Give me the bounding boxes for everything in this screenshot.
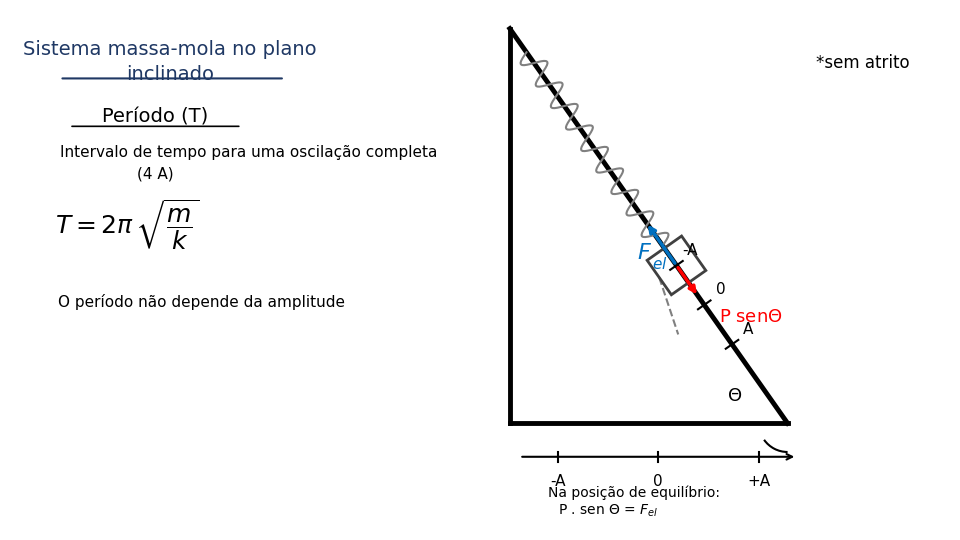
Text: Sistema massa-mola no plano
inclinado: Sistema massa-mola no plano inclinado xyxy=(23,40,317,84)
Text: Na posição de equilíbrio:: Na posição de equilíbrio: xyxy=(548,485,720,500)
Text: 0: 0 xyxy=(654,474,663,489)
Text: A: A xyxy=(743,322,754,337)
Text: P sen$\Theta$: P sen$\Theta$ xyxy=(719,308,782,327)
Text: $F$: $F$ xyxy=(636,243,652,263)
Text: (4 A): (4 A) xyxy=(137,166,174,181)
Text: Intervalo de tempo para uma oscilação completa: Intervalo de tempo para uma oscilação co… xyxy=(60,145,437,160)
Text: +A: +A xyxy=(747,474,771,489)
Text: Θ: Θ xyxy=(728,387,742,406)
Text: -A: -A xyxy=(550,474,565,489)
Text: O período não depende da amplitude: O período não depende da amplitude xyxy=(58,294,345,310)
Text: -A: -A xyxy=(683,243,698,258)
Text: *sem atrito: *sem atrito xyxy=(816,55,910,72)
Text: $T = 2\pi\,\sqrt{\dfrac{m}{k}}$: $T = 2\pi\,\sqrt{\dfrac{m}{k}}$ xyxy=(55,198,199,252)
Text: $el$: $el$ xyxy=(653,256,668,272)
Text: 0: 0 xyxy=(716,282,726,298)
Text: P . sen $\Theta$ = $F_{el}$: P . sen $\Theta$ = $F_{el}$ xyxy=(558,503,659,519)
Text: Período (T): Período (T) xyxy=(103,107,208,126)
